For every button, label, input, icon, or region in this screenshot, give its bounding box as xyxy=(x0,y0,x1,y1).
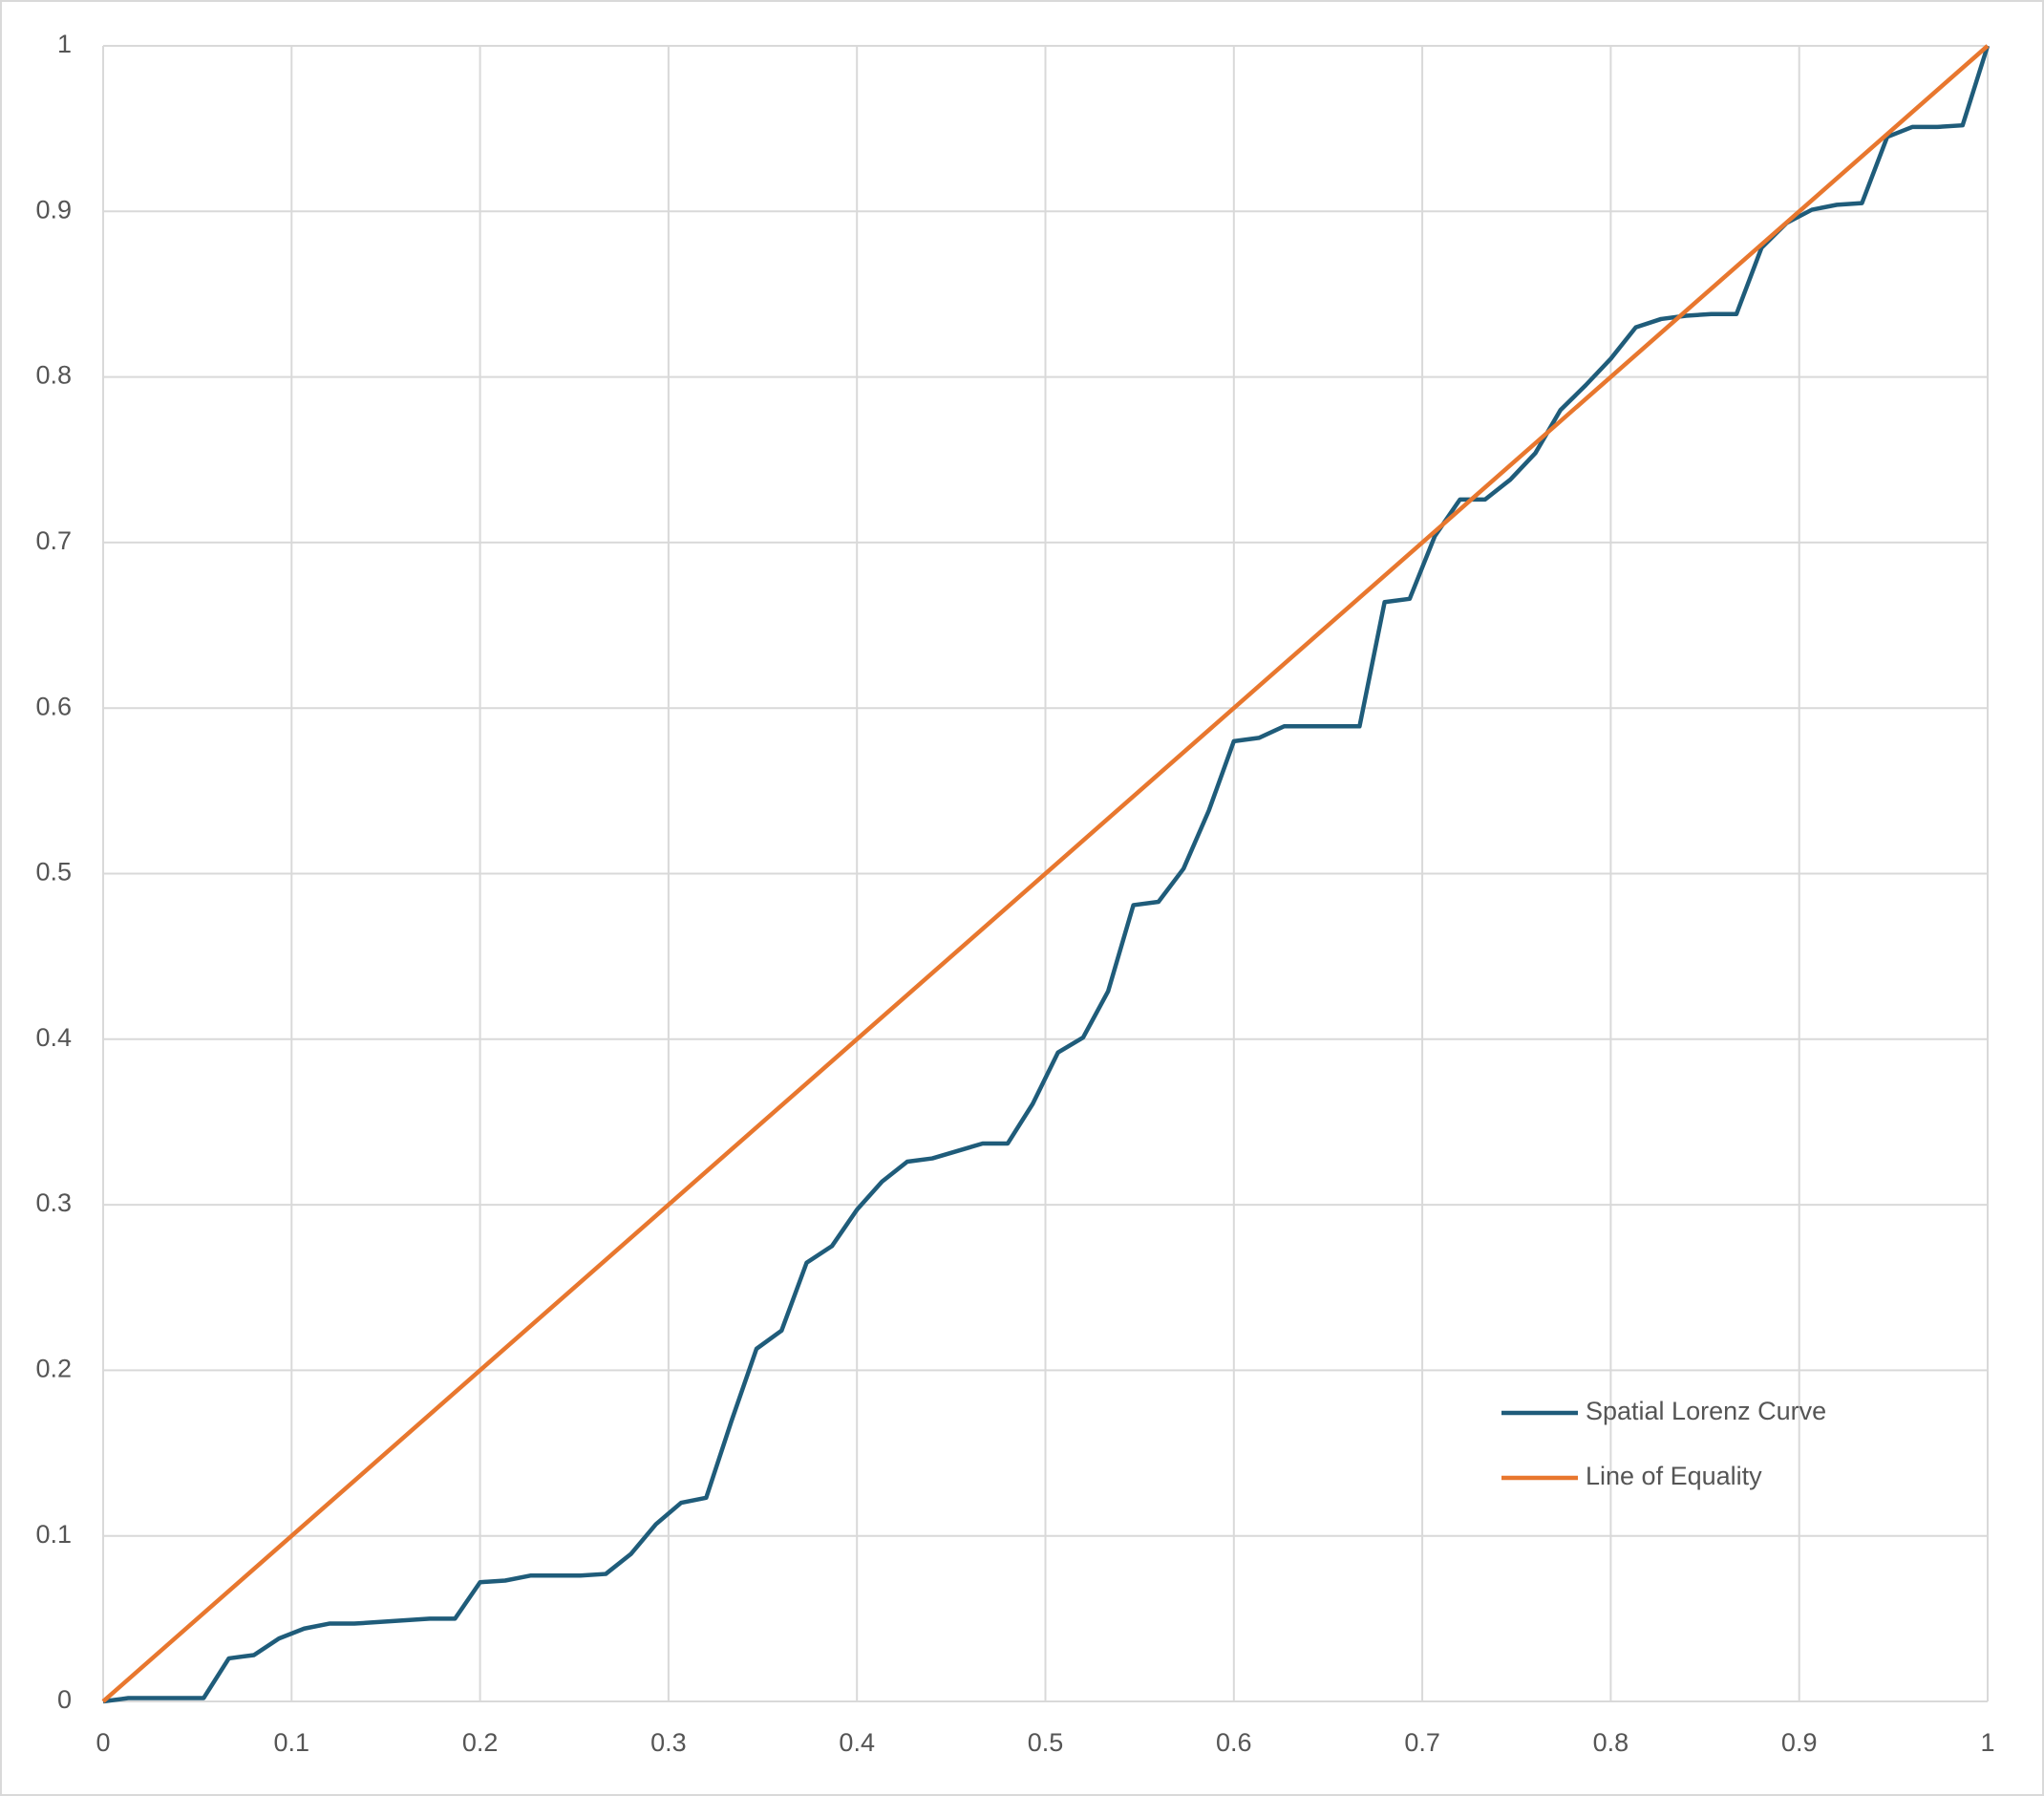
x-tick-label: 0.5 xyxy=(1028,1728,1064,1757)
y-tick-label: 0 xyxy=(57,1685,72,1714)
y-tick-label: 0.3 xyxy=(35,1188,72,1217)
legend-label: Line of Equality xyxy=(1586,1462,1762,1490)
x-tick-label: 0.6 xyxy=(1216,1728,1252,1757)
x-tick-label: 1 xyxy=(1980,1728,1994,1757)
x-tick-label: 0.9 xyxy=(1781,1728,1818,1757)
x-tick-label: 0.4 xyxy=(839,1728,875,1757)
data-line xyxy=(101,44,1990,1703)
y-tick-label: 0.7 xyxy=(35,526,72,555)
y-tick-label: 0.5 xyxy=(35,858,72,887)
y-tick-label: 0.9 xyxy=(35,195,72,224)
x-tick-label: 0.3 xyxy=(650,1728,687,1757)
y-tick-label: 0.6 xyxy=(35,692,72,720)
data-line xyxy=(102,45,1991,1704)
y-tick-label: 0.4 xyxy=(35,1023,72,1052)
x-tick-label: 0.1 xyxy=(274,1728,310,1757)
y-tick-label: 1 xyxy=(57,30,72,58)
x-tick-label: 0.7 xyxy=(1404,1728,1440,1757)
x-tick-label: 0 xyxy=(96,1728,110,1757)
legend-label: Spatial Lorenz Curve xyxy=(1586,1397,1826,1425)
y-tick-label: 0.2 xyxy=(35,1355,72,1383)
x-tick-label: 0.2 xyxy=(462,1728,499,1757)
x-tick-label: 0.8 xyxy=(1593,1728,1629,1757)
y-tick-label: 0.1 xyxy=(35,1520,72,1549)
y-tick-label: 0.8 xyxy=(35,361,72,390)
